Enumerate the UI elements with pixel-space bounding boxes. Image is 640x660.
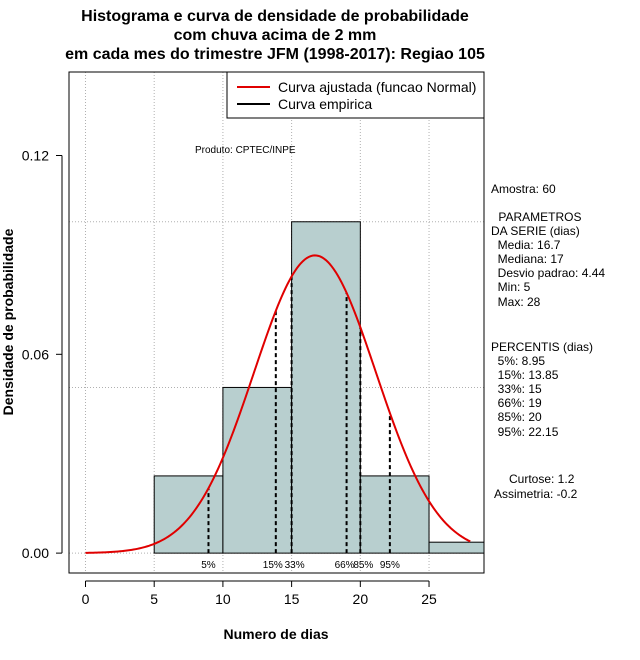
title-line: em cada mes do trimestre JFM (1998-2017)… bbox=[65, 46, 485, 63]
stats-line: Amostra: 60 bbox=[491, 182, 556, 196]
legend-label: Curva empirica bbox=[278, 96, 372, 112]
x-axis-title: Numero de dias bbox=[223, 626, 328, 642]
percentile-label: 85% bbox=[353, 560, 373, 571]
fit-curve-group bbox=[85, 254, 471, 554]
stats-line: Desvio padrao: 4.44 bbox=[491, 266, 605, 280]
stats-line: 5%: 8.95 bbox=[491, 354, 545, 368]
percentile-label: 15% bbox=[263, 560, 283, 571]
x-tick-label: 5 bbox=[150, 591, 158, 607]
histogram-bar bbox=[222, 386, 293, 554]
x-axis: 0 5 10 15 20 25 Numero de dias bbox=[82, 580, 437, 642]
stats-line: Media: 16.7 bbox=[491, 238, 561, 252]
stats-line: PERCENTIS (dias) bbox=[491, 340, 593, 354]
histogram-bars bbox=[153, 221, 484, 554]
y-axis-title: Densidade de probabilidade bbox=[0, 228, 16, 415]
stats-line: Max: 28 bbox=[491, 295, 541, 309]
stats-line: Assimetria: -0.2 bbox=[494, 487, 578, 501]
x-tick-label: 20 bbox=[353, 591, 369, 607]
stats-line: 95%: 22.15 bbox=[491, 425, 559, 439]
x-tick-label: 15 bbox=[284, 591, 300, 607]
histogram-bar bbox=[359, 475, 430, 554]
stats-line: 85%: 20 bbox=[491, 410, 542, 424]
stats-line: Mediana: 17 bbox=[491, 252, 564, 266]
x-tick-label: 10 bbox=[215, 591, 231, 607]
annotations: Produto: CPTEC/INPE Amostra: 60 PARAMETRO… bbox=[195, 145, 605, 501]
stats-line: 15%: 13.85 bbox=[491, 368, 559, 382]
title-line: com chuva acima de 2 mm bbox=[174, 27, 377, 44]
y-tick-label: 0.06 bbox=[22, 346, 49, 362]
legend-label: Curva ajustada (funcao Normal) bbox=[278, 79, 476, 95]
y-tick-label: 0.12 bbox=[22, 148, 49, 164]
stats-line: Curtose: 1.2 bbox=[509, 472, 575, 486]
x-tick-label: 25 bbox=[421, 591, 437, 607]
percentile-label: 5% bbox=[201, 560, 216, 571]
chart-title: Histograma e curva de densidade de proba… bbox=[65, 8, 485, 63]
y-axis: 0.00 0.06 0.12 Densidade de probabilidade bbox=[0, 148, 63, 561]
stats-line: PARAMETROS bbox=[495, 210, 581, 224]
percentile-labels: 5% 15% 33% 66%85% 95% bbox=[201, 560, 400, 571]
percentile-lines bbox=[207, 276, 391, 554]
histogram-bar bbox=[153, 475, 224, 554]
stats-line: DA SERIE (dias) bbox=[491, 224, 580, 238]
x-tick-label: 0 bbox=[82, 591, 90, 607]
percentile-label: 66% bbox=[335, 560, 355, 571]
y-tick-label: 0.00 bbox=[22, 545, 49, 561]
stats-line: 66%: 19 bbox=[491, 396, 542, 410]
normal-fit-curve bbox=[85, 254, 471, 554]
title-line: Histograma e curva de densidade de proba… bbox=[81, 8, 469, 25]
percentile-label: 95% bbox=[380, 560, 400, 571]
stats-line: 33%: 15 bbox=[491, 382, 542, 396]
legend-box bbox=[226, 71, 485, 119]
percentile-label: 33% bbox=[285, 560, 305, 571]
stats-line: Min: 5 bbox=[491, 280, 531, 294]
histogram-bar bbox=[428, 541, 484, 554]
product-credit: Produto: CPTEC/INPE bbox=[195, 145, 296, 156]
legend: Curva ajustada (funcao Normal)Curva empi… bbox=[226, 71, 485, 119]
histogram-bar bbox=[291, 221, 361, 554]
